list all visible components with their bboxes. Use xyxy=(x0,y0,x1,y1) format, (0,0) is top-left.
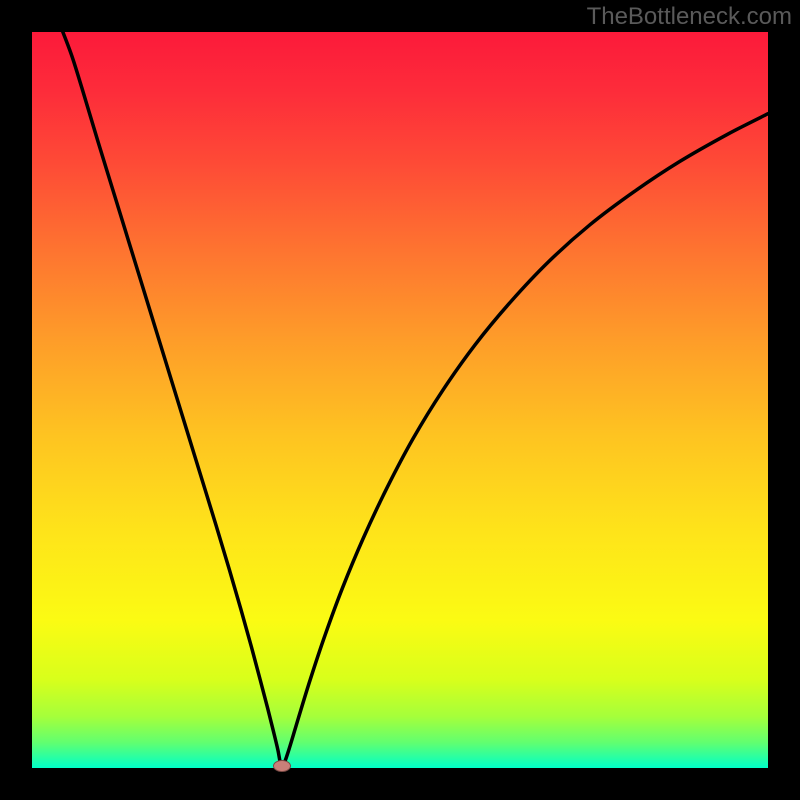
chart-container: TheBottleneck.com xyxy=(0,0,800,800)
plot-area xyxy=(32,32,768,768)
bottleneck-curve xyxy=(32,32,768,768)
optimum-marker xyxy=(273,760,291,772)
watermark-text: TheBottleneck.com xyxy=(587,3,792,31)
